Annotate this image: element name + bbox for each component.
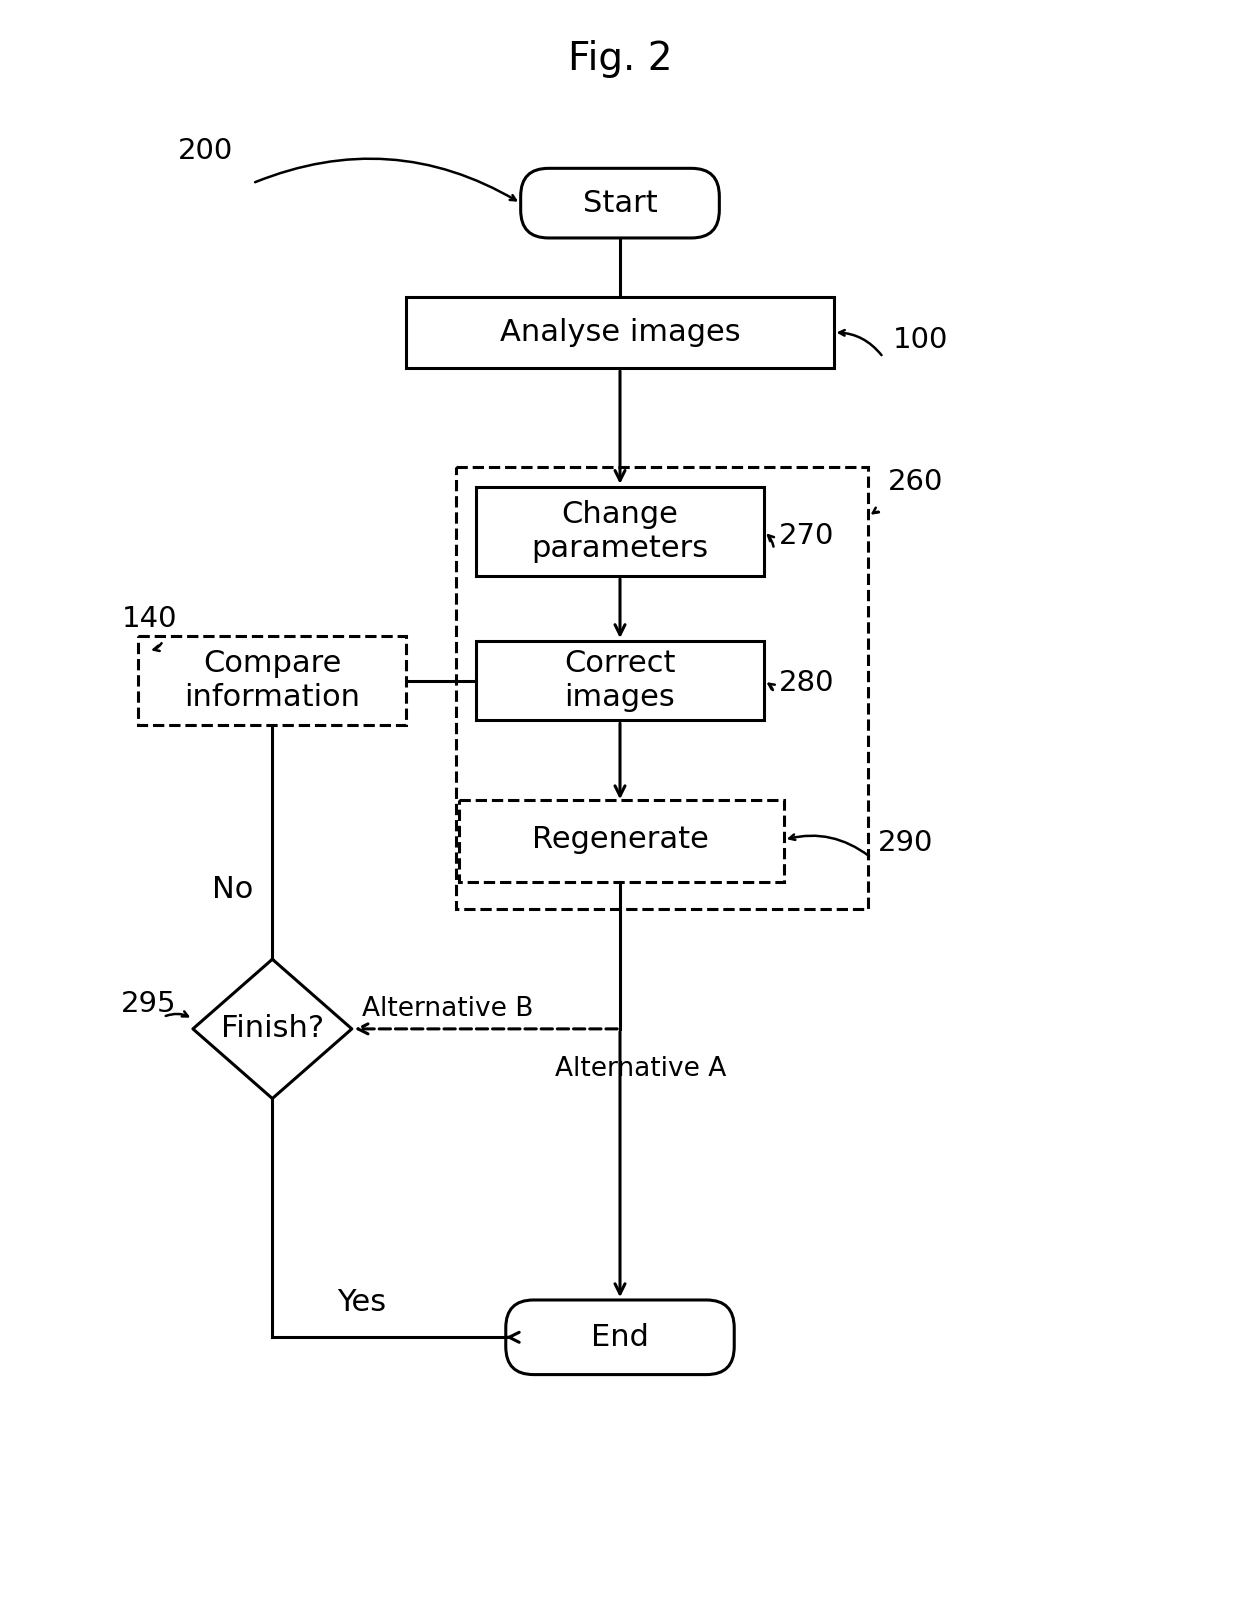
Polygon shape xyxy=(193,959,352,1099)
Text: No: No xyxy=(212,875,253,904)
Text: 280: 280 xyxy=(779,669,835,696)
Bar xyxy=(476,641,764,721)
Bar xyxy=(407,297,833,368)
Text: 140: 140 xyxy=(122,605,177,633)
Bar xyxy=(456,467,868,909)
Bar xyxy=(476,487,764,576)
Text: Alternative A: Alternative A xyxy=(556,1055,727,1081)
Text: 100: 100 xyxy=(893,326,949,354)
FancyBboxPatch shape xyxy=(521,169,719,239)
FancyBboxPatch shape xyxy=(506,1300,734,1375)
Text: 290: 290 xyxy=(878,829,934,857)
Bar xyxy=(138,636,407,725)
Text: 200: 200 xyxy=(179,138,233,166)
Text: Analyse images: Analyse images xyxy=(500,318,740,347)
Text: Start: Start xyxy=(583,188,657,217)
Text: 270: 270 xyxy=(779,523,835,550)
Text: Regenerate: Regenerate xyxy=(532,826,708,854)
Text: Finish?: Finish? xyxy=(221,1014,324,1044)
Text: Change
parameters: Change parameters xyxy=(532,500,708,563)
Text: Alternative B: Alternative B xyxy=(362,997,533,1022)
Text: Fig. 2: Fig. 2 xyxy=(568,41,672,78)
Bar xyxy=(459,800,784,881)
Text: Yes: Yes xyxy=(337,1289,387,1316)
Text: Correct
images: Correct images xyxy=(564,649,676,712)
Text: Compare
information: Compare information xyxy=(185,649,361,712)
Text: 295: 295 xyxy=(122,990,177,1018)
Text: 260: 260 xyxy=(888,467,944,495)
Text: End: End xyxy=(591,1323,649,1352)
